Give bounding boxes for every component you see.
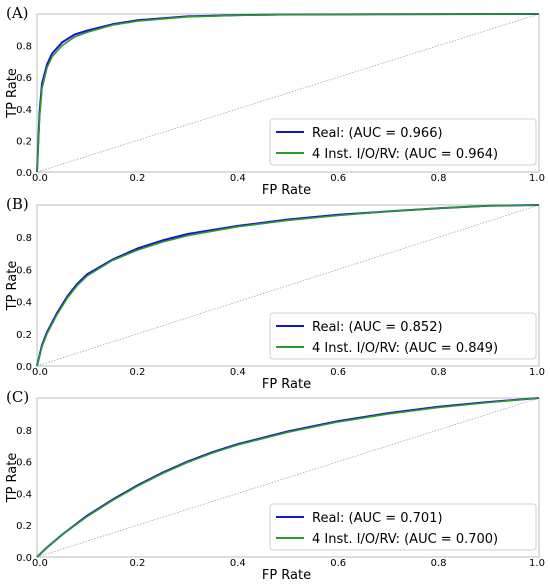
y-axis-label: TP Rate bbox=[5, 453, 20, 504]
y-tick-label: 0.0 bbox=[16, 168, 32, 179]
chance-diagonal bbox=[36, 397, 540, 558]
legend-box bbox=[269, 118, 537, 166]
y-tick-label: 0.0 bbox=[16, 362, 32, 373]
y-axis-label: TP Rate bbox=[5, 261, 20, 312]
x-tick-label: 0.2 bbox=[129, 173, 145, 184]
y-tick-label: 0.4 bbox=[16, 105, 32, 116]
x-tick-label: 1.0 bbox=[529, 173, 545, 184]
x-tick-label: 1.0 bbox=[529, 367, 545, 378]
x-tick-label: 0.4 bbox=[230, 558, 246, 569]
roc-curve-series-2 bbox=[36, 204, 540, 367]
y-tick-label: 0.2 bbox=[16, 136, 32, 147]
x-tick-label: 0.2 bbox=[129, 558, 145, 569]
roc-curve-series-2 bbox=[36, 13, 540, 173]
legend-entry: 4 Inst. I/O/RV: (AUC = 0.849) bbox=[312, 341, 498, 356]
panel-label: (C) bbox=[6, 388, 29, 406]
roc-curve-series-2 bbox=[36, 397, 540, 558]
y-tick-label: 0.0 bbox=[16, 553, 32, 564]
y-tick-label: 0.8 bbox=[16, 426, 32, 437]
x-tick-label: 0.4 bbox=[230, 173, 246, 184]
plot-frame bbox=[36, 397, 540, 558]
panel-label: (B) bbox=[6, 195, 29, 213]
y-tick-label: 0.2 bbox=[16, 521, 32, 532]
x-tick-label: 0.8 bbox=[431, 173, 447, 184]
legend-entry: 4 Inst. I/O/RV: (AUC = 0.964) bbox=[312, 147, 498, 162]
x-tick-label: 0.6 bbox=[330, 367, 346, 378]
legend-entry: Real: (AUC = 0.966) bbox=[312, 126, 443, 141]
roc-panel-3: (C) 0.0 0.2 0.4 0.6 0.8 1.0 0.0 0.2 0.4 0.6 0.8 FP R… bbox=[5, 388, 545, 583]
x-axis-label: FP Rate bbox=[262, 377, 311, 392]
y-tick-label: 0.6 bbox=[16, 73, 32, 84]
chance-diagonal bbox=[36, 204, 540, 367]
x-tick-label: 0.8 bbox=[431, 558, 447, 569]
x-tick-label: 0.2 bbox=[129, 367, 145, 378]
x-tick-label: 0.8 bbox=[431, 367, 447, 378]
x-tick-label: 0.0 bbox=[32, 558, 48, 569]
x-tick-label: 1.0 bbox=[529, 558, 545, 569]
y-tick-label: 0.8 bbox=[16, 233, 32, 244]
x-tick-label: 0.6 bbox=[330, 173, 346, 184]
y-tick-label: 0.6 bbox=[16, 458, 32, 469]
y-tick-label: 0.4 bbox=[16, 298, 32, 309]
legend-box bbox=[269, 312, 537, 360]
legend-entry: Real: (AUC = 0.852) bbox=[312, 320, 443, 335]
legend-box bbox=[269, 503, 537, 551]
chance-diagonal bbox=[36, 13, 540, 173]
x-tick-label: 0.0 bbox=[32, 367, 48, 378]
y-tick-label: 0.8 bbox=[16, 42, 32, 53]
y-axis-label: TP Rate bbox=[5, 68, 20, 119]
y-tick-label: 0.4 bbox=[16, 489, 32, 500]
x-axis-label: FP Rate bbox=[262, 568, 311, 583]
plot-frame bbox=[36, 204, 540, 367]
y-tick-label: 0.2 bbox=[16, 330, 32, 341]
legend-entry: Real: (AUC = 0.701) bbox=[312, 511, 443, 526]
legend-entry: 4 Inst. I/O/RV: (AUC = 0.700) bbox=[312, 532, 498, 547]
panel-label: (A) bbox=[6, 4, 29, 22]
x-tick-label: 0.6 bbox=[330, 558, 346, 569]
x-axis-label: FP Rate bbox=[262, 183, 311, 198]
y-tick-label: 0.6 bbox=[16, 265, 32, 276]
x-tick-label: 0.4 bbox=[230, 367, 246, 378]
x-tick-label: 0.0 bbox=[32, 173, 48, 184]
roc-panel-1: (A) 0.0 0.2 0.4 0.6 0.8 1.0 0.0 0.2 0.4 0.6 0.8 FP R… bbox=[5, 4, 545, 198]
roc-panel-2: (B) 0.0 0.2 0.4 0.6 0.8 1.0 0.0 0.2 0.4 0.6 0.8 FP R… bbox=[5, 195, 545, 392]
